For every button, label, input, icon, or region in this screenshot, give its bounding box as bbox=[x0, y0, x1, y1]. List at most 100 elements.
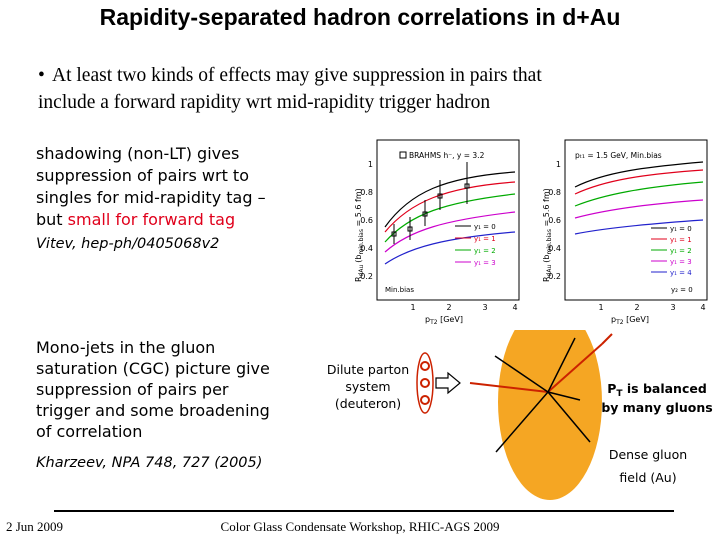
slide-title: Rapidity-separated hadron correlations i… bbox=[99, 4, 621, 30]
left-x-tick: 4 bbox=[512, 303, 517, 312]
left-y-ticks: 0.2 0.4 0.6 0.8 1 bbox=[360, 160, 373, 281]
right-curve-y4 bbox=[574, 219, 704, 235]
gluon-line bbox=[547, 391, 581, 401]
pt-balanced-line-2: by many gluons bbox=[601, 400, 712, 415]
right-plot: pₜ₁ = 1.5 GeV, Min.bias 0.2 0.4 0.6 0.8 … bbox=[542, 139, 708, 326]
shadowing-line-4-prefix: but bbox=[36, 210, 68, 229]
right-y-ticks: 0.2 0.4 0.6 0.8 1 bbox=[548, 160, 561, 281]
bullet-line-1: At least two kinds of effects may give s… bbox=[52, 65, 542, 86]
left-y-label: RdAu(bmin.bias = 5.6 fm) bbox=[354, 188, 365, 282]
left-series-labels: y₁ = 0 y₁ = 1 y₁ = 2 y₁ = 3 bbox=[455, 223, 496, 267]
right-series-label: y₁ = 0 bbox=[670, 225, 692, 233]
cgc-line-3: suppression of pairs per bbox=[36, 380, 229, 399]
right-y-tick: 0.6 bbox=[548, 216, 561, 225]
shadowing-line-2: suppression of pairs wrt to bbox=[36, 166, 249, 185]
cgc-line-5: of correlation bbox=[36, 422, 143, 441]
right-y-tick: 0.8 bbox=[548, 188, 561, 197]
left-y-tick: 0.6 bbox=[360, 216, 373, 225]
right-x-label: pT2 [GeV] bbox=[611, 315, 649, 326]
left-legend-header: BRAHMS h⁻, y = 3.2 bbox=[409, 151, 485, 160]
parton-icon bbox=[420, 361, 430, 371]
outgoing-jet-arrow-icon bbox=[601, 333, 613, 345]
left-series-label: y₁ = 2 bbox=[474, 247, 496, 255]
left-x-ticks: 1 2 3 4 bbox=[410, 303, 517, 312]
kharzeev-citation: Kharzeev, NPA 748, 727 (2005) bbox=[36, 455, 263, 471]
gluon-line bbox=[547, 391, 591, 443]
left-curve-y0 bbox=[384, 171, 516, 228]
footer-divider bbox=[54, 510, 674, 512]
right-y-label: RdAu(bmin.bias = 5.6 fm) bbox=[542, 188, 553, 282]
bullet-symbol: • bbox=[38, 65, 45, 86]
gluon-line bbox=[547, 337, 576, 393]
left-y-tick: 1 bbox=[368, 160, 373, 169]
left-plot: BRAHMS h⁻, y = 3.2 0.2 0.4 0.6 0.8 1 1 2… bbox=[354, 139, 520, 326]
right-y-tick: 0.4 bbox=[548, 244, 561, 253]
left-y-tick: 0.4 bbox=[360, 244, 373, 253]
dense-gluon-line-1: Dense gluon bbox=[609, 447, 687, 462]
cgc-diagram: Dilute parton system (deuteron) PT is ba… bbox=[327, 330, 713, 500]
cgc-paragraph: Mono-jets in the gluon saturation (CGC) … bbox=[36, 337, 326, 442]
dilute-label-line-2: system bbox=[345, 379, 390, 394]
right-x-tick: 2 bbox=[634, 303, 639, 312]
footer-workshop: Color Glass Condensate Workshop, RHIC-AG… bbox=[220, 519, 500, 534]
rdau-plots-figure: BRAHMS h⁻, y = 3.2 0.2 0.4 0.6 0.8 1 1 2… bbox=[354, 139, 708, 326]
right-curve-y2 bbox=[574, 181, 704, 207]
right-series-label: y₁ = 1 bbox=[670, 236, 692, 244]
right-x-tick: 1 bbox=[598, 303, 603, 312]
bullet-text: • At least two kinds of effects may give … bbox=[38, 62, 698, 116]
left-y-tick: 0.2 bbox=[360, 272, 373, 281]
shadowing-line-3: singles for mid-rapidity tag – bbox=[36, 188, 266, 207]
left-x-tick: 3 bbox=[482, 303, 487, 312]
dilute-label-line-1: Dilute parton bbox=[327, 362, 409, 377]
left-x-tick: 1 bbox=[410, 303, 415, 312]
right-x-tick: 3 bbox=[670, 303, 675, 312]
right-y-tick: 0.2 bbox=[548, 272, 561, 281]
left-x-tick: 2 bbox=[446, 303, 451, 312]
dense-gluon-line-2: field (Au) bbox=[619, 470, 676, 485]
shadowing-line-1: shadowing (non-LT) gives bbox=[36, 144, 240, 163]
right-curve-y0 bbox=[574, 161, 704, 188]
right-legend-header: pₜ₁ = 1.5 GeV, Min.bias bbox=[575, 151, 662, 160]
right-series-labels: y₁ = 0 y₁ = 1 y₁ = 2 y₁ = 3 y₁ = 4 bbox=[651, 225, 692, 277]
dilute-label-line-3: (deuteron) bbox=[335, 396, 401, 411]
gluon-line bbox=[494, 355, 549, 393]
left-series-label: y₁ = 0 bbox=[474, 223, 496, 231]
right-x-tick: 4 bbox=[700, 303, 705, 312]
right-series-label: y₁ = 3 bbox=[670, 258, 692, 266]
left-legend-marker-icon bbox=[399, 151, 407, 159]
left-x-label: pT2 [GeV] bbox=[425, 315, 463, 326]
right-series-label: y₁ = 4 bbox=[670, 269, 692, 277]
right-curve-y3 bbox=[574, 199, 704, 219]
right-arrow-icon bbox=[435, 371, 461, 395]
right-corner-label: y₂ = 0 bbox=[671, 286, 693, 294]
bullet-line-2: include a forward rapidity wrt mid-rapid… bbox=[38, 92, 491, 113]
pt-balanced-line-1: PT is balanced bbox=[607, 381, 707, 399]
outgoing-jet-line bbox=[547, 343, 603, 393]
left-curve-y1 bbox=[384, 181, 516, 233]
right-x-ticks: 1 2 3 4 bbox=[598, 303, 705, 312]
left-series-label: y₁ = 3 bbox=[474, 259, 496, 267]
right-plot-frame bbox=[564, 139, 708, 301]
parton-icon bbox=[420, 395, 430, 405]
left-curve-y3 bbox=[384, 211, 516, 253]
shadowing-paragraph: shadowing (non-LT) gives suppression of … bbox=[36, 143, 336, 231]
cgc-line-1: Mono-jets in the gluon bbox=[36, 338, 216, 357]
nucleus-ellipse bbox=[498, 330, 602, 500]
parton-icon bbox=[420, 378, 430, 388]
left-series-label: y₁ = 1 bbox=[474, 235, 496, 243]
incoming-parton-line bbox=[469, 382, 549, 393]
cgc-line-2: saturation (CGC) picture give bbox=[36, 359, 270, 378]
left-corner-label: Min.bias bbox=[385, 286, 414, 294]
right-y-tick: 1 bbox=[556, 160, 561, 169]
shadowing-line-4-highlight: small for forward tag bbox=[67, 210, 236, 229]
left-plot-frame bbox=[376, 139, 520, 301]
footer-date: 2 Jun 2009 bbox=[6, 519, 64, 534]
right-series-label: y₁ = 2 bbox=[670, 247, 692, 255]
left-y-tick: 0.8 bbox=[360, 188, 373, 197]
left-curve-y4 bbox=[384, 231, 516, 265]
cgc-line-4: trigger and some broadening bbox=[36, 401, 270, 420]
left-data-points bbox=[391, 162, 470, 244]
deuteron-outline bbox=[416, 352, 434, 414]
right-curve-y1 bbox=[574, 169, 704, 195]
vitev-citation: Vitev, hep-ph/0405068v2 bbox=[36, 236, 220, 252]
